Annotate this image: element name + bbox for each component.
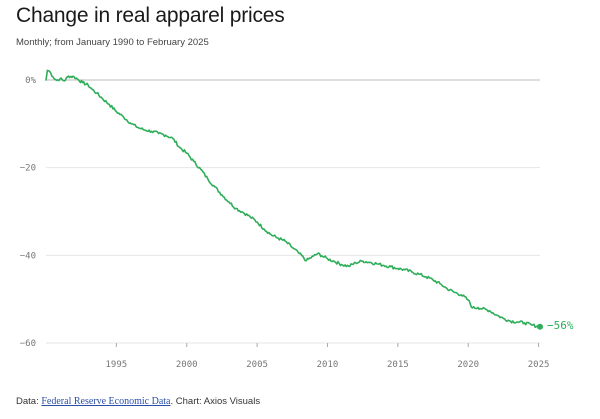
- x-tick-label: 2015: [387, 360, 409, 370]
- source-link[interactable]: Federal Reserve Economic Data: [41, 396, 171, 407]
- footer-suffix: . Chart: Axios Visuals: [170, 396, 261, 407]
- x-tick-label: 2025: [528, 360, 550, 370]
- y-axis-ticks: 0% −20 −40 −60: [20, 76, 37, 349]
- end-point-marker: [537, 323, 543, 330]
- end-value-label: −56%: [547, 319, 574, 332]
- chart-title: Change in real apparel prices: [16, 4, 285, 27]
- x-tick-label: 2000: [176, 360, 198, 370]
- x-axis-ticks: 1995 2000 2005 2010 2015 2020 2025: [106, 343, 550, 370]
- gridlines: [46, 79, 540, 344]
- series-line-apparel-prices: [45, 69, 541, 329]
- x-tick-label: 2005: [246, 360, 268, 370]
- footer-prefix: Data:: [16, 396, 42, 407]
- x-tick-label: 1995: [106, 360, 128, 370]
- y-tick-label: −20: [20, 164, 36, 174]
- y-tick-label: 0%: [25, 76, 36, 86]
- source-footer: Data: Federal Reserve Economic Data. Cha…: [16, 396, 260, 407]
- y-tick-label: −40: [20, 251, 36, 261]
- chart-subtitle: Monthly; from January 1990 to February 2…: [16, 37, 209, 48]
- x-tick-label: 2020: [457, 360, 479, 370]
- x-tick-label: 2010: [317, 360, 339, 370]
- line-chart: 0% −20 −40 −60 1995 2000 2005 2010 2015 2020 2025…: [20, 69, 574, 370]
- y-tick-label: −60: [20, 339, 36, 349]
